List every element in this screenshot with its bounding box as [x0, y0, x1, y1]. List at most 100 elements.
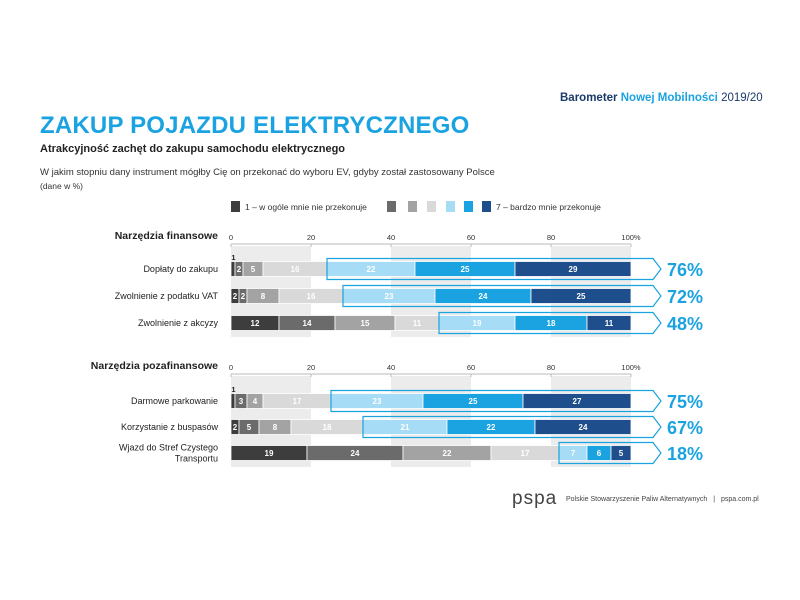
data-label: 29 — [569, 265, 578, 274]
category-label-line: Zwolnienie z podatku VAT — [115, 291, 219, 301]
x-tick-label: 40 — [387, 363, 395, 372]
category-label-line: Korzystanie z buspasów — [121, 422, 219, 432]
unit-note: (dane w %) — [40, 181, 83, 191]
bar-segment — [514, 261, 632, 277]
pspa-logo: pspa — [512, 488, 558, 509]
x-tick-label: 0 — [229, 233, 233, 242]
data-label: 2 — [233, 423, 238, 432]
data-label: 4 — [253, 397, 258, 406]
footer-url: pspa.com.pl — [720, 496, 759, 503]
data-label: 19 — [473, 319, 482, 328]
category-label: Korzystanie z buspasów — [121, 422, 219, 432]
category-label-line: Wjazd do Stref Czystego — [119, 443, 218, 453]
x-tick-label: 80 — [547, 233, 555, 242]
x-tick-label: 20 — [307, 233, 315, 242]
category-label: Zwolnienie z akcyzy — [138, 318, 219, 328]
footer-separator: | — [713, 496, 716, 503]
legend-swatch-4 — [427, 201, 436, 212]
bar-segment — [530, 288, 632, 304]
category-label-line: Dopłaty do zakupu — [143, 264, 218, 274]
data-label: 6 — [597, 449, 602, 458]
legend-swatch-1 — [231, 201, 240, 212]
x-tick-label: 0 — [229, 363, 233, 372]
bar-segment — [610, 445, 632, 461]
category-label-line: Zwolnienie z akcyzy — [138, 318, 219, 328]
top3-total: 76% — [667, 260, 703, 280]
data-label: 23 — [385, 292, 394, 301]
data-label: 2 — [233, 292, 238, 301]
data-label: 5 — [247, 423, 252, 432]
top3-total: 67% — [667, 418, 703, 438]
top3-bracket-arrow — [342, 284, 662, 308]
data-label: 22 — [487, 423, 496, 432]
data-label: 5 — [619, 449, 624, 458]
data-label: 8 — [273, 423, 278, 432]
data-label: 12 — [251, 319, 260, 328]
data-label: 1 — [231, 253, 235, 262]
data-label: 7 — [571, 449, 576, 458]
category-label: Dopłaty do zakupu — [143, 264, 218, 274]
data-label: 18 — [323, 423, 332, 432]
data-label: 1 — [231, 385, 235, 394]
bar-segment — [586, 315, 632, 331]
data-label: 11 — [413, 319, 422, 328]
data-label: 8 — [261, 292, 266, 301]
brand-part-1: Barometer — [560, 92, 618, 104]
data-label: 19 — [265, 449, 274, 458]
category-label: Darmowe parkowanie — [131, 396, 218, 406]
data-label: 25 — [461, 265, 470, 274]
data-label: 27 — [573, 397, 582, 406]
category-label: Zwolnienie z podatku VAT — [115, 291, 219, 301]
brand-part-2: Nowej Mobilności — [620, 92, 718, 104]
legend-swatch-6 — [464, 201, 473, 212]
data-label: 24 — [351, 449, 360, 458]
data-label: 17 — [293, 397, 302, 406]
data-label: 16 — [291, 265, 300, 274]
legend-swatch-3 — [408, 201, 417, 212]
data-label: 22 — [367, 265, 376, 274]
data-label: 2 — [241, 292, 246, 301]
bar-segment — [230, 261, 236, 277]
data-label: 3 — [239, 397, 244, 406]
x-tick-label: 100% — [621, 233, 641, 242]
x-tick-label: 60 — [467, 233, 475, 242]
bar-segment — [534, 419, 632, 435]
section-title: Narzędzia pozafinansowe — [91, 360, 218, 372]
data-label: 16 — [307, 292, 316, 301]
category-label-line: Transportu — [175, 454, 218, 464]
section-title: Narzędzia finansowe — [115, 230, 218, 242]
top3-total: 72% — [667, 287, 703, 307]
data-label: 21 — [401, 423, 410, 432]
data-label: 2 — [237, 265, 242, 274]
x-tick-label: 80 — [547, 363, 555, 372]
legend-swatch-7 — [482, 201, 491, 212]
data-label: 17 — [521, 449, 530, 458]
survey-question: W jakim stopniu dany instrument mógłby C… — [40, 167, 495, 178]
category-label: Wjazd do Stref Czystego Transportu — [119, 443, 218, 464]
top3-bracket-arrow — [326, 257, 662, 281]
top3-bracket-arrow — [558, 441, 662, 465]
brand-header: Barometer Nowej Mobilności 2019/20 — [560, 92, 763, 104]
legend-swatch-5 — [446, 201, 455, 212]
brand-part-3: 2019/20 — [721, 92, 763, 104]
x-tick-label: 40 — [387, 233, 395, 242]
top3-total: 75% — [667, 392, 703, 412]
data-label: 24 — [579, 423, 588, 432]
top3-bracket-arrow — [438, 311, 662, 335]
bar-segment — [230, 393, 236, 409]
data-label: 5 — [251, 265, 256, 274]
data-label: 24 — [479, 292, 488, 301]
page-subtitle: Atrakcyjność zachęt do zakupu samochodu … — [40, 143, 346, 155]
data-label: 15 — [361, 319, 370, 328]
top3-bracket-arrow — [362, 415, 662, 439]
data-label: 23 — [373, 397, 382, 406]
data-label: 18 — [547, 319, 556, 328]
x-tick-label: 20 — [307, 363, 315, 372]
x-tick-label: 100% — [621, 363, 641, 372]
page-title: ZAKUP POJAZDU ELEKTRYCZNEGO — [40, 112, 470, 139]
legend-last-label: 7 – bardzo mnie przekonuje — [496, 202, 601, 212]
footer-text: Polskie Stowarzyszenie Paliw Alternatywn… — [566, 496, 759, 503]
data-label: 22 — [443, 449, 452, 458]
